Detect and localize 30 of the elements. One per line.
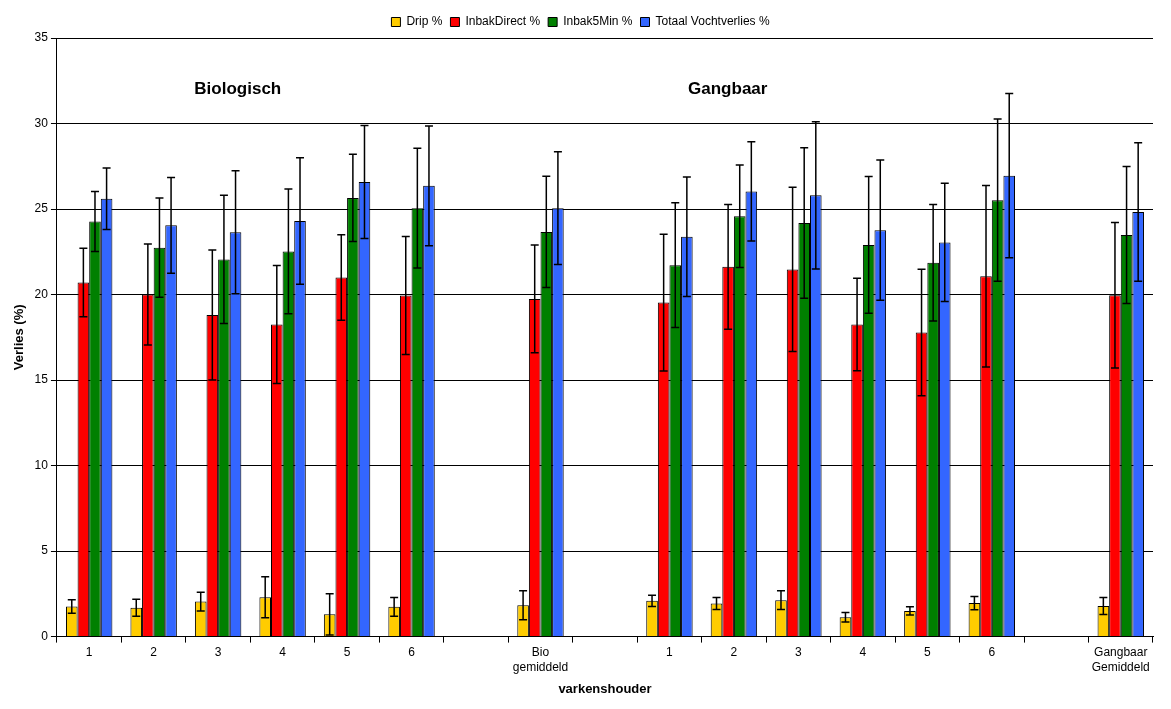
x-tick-label: 1 xyxy=(666,645,674,660)
x-tick-label: 6 xyxy=(988,645,996,660)
x-axis-title: varkenshouder xyxy=(558,680,652,696)
legend-label: Inbak5Min % xyxy=(563,14,633,29)
x-tick-label: Gangbaar Gemiddeld xyxy=(1091,645,1150,674)
x-tick-label: 6 xyxy=(408,645,416,660)
y-tick-label: 0 xyxy=(41,628,49,643)
annotation: Biologisch xyxy=(194,78,282,98)
legend-label: Drip % xyxy=(406,14,443,29)
legend-label: InbakDirect % xyxy=(465,14,541,29)
x-tick-label: 1 xyxy=(85,645,93,660)
y-tick-label: 10 xyxy=(34,457,49,472)
y-tick-label: 5 xyxy=(41,543,49,558)
y-tick-label: 25 xyxy=(34,201,49,216)
y-tick-label: 35 xyxy=(34,30,49,45)
y-axis-title: Verlies (%) xyxy=(11,304,27,371)
x-tick-label: 4 xyxy=(859,645,867,660)
legend-label: Totaal Vochtverlies % xyxy=(655,14,770,29)
x-tick-label: 2 xyxy=(150,645,158,660)
y-tick-label: 15 xyxy=(34,372,49,387)
x-tick-label: Bio gemiddeld xyxy=(512,645,569,674)
x-tick-label: 3 xyxy=(795,645,803,660)
y-tick-label: 20 xyxy=(34,286,49,301)
y-tick-label: 30 xyxy=(34,115,49,130)
x-tick-label: 5 xyxy=(924,645,931,660)
x-tick-label: 5 xyxy=(343,645,351,660)
annotation: Gangbaar xyxy=(688,78,768,98)
x-tick-label: 4 xyxy=(279,645,287,660)
x-tick-label: 3 xyxy=(214,645,222,660)
x-tick-label: 2 xyxy=(730,645,738,660)
